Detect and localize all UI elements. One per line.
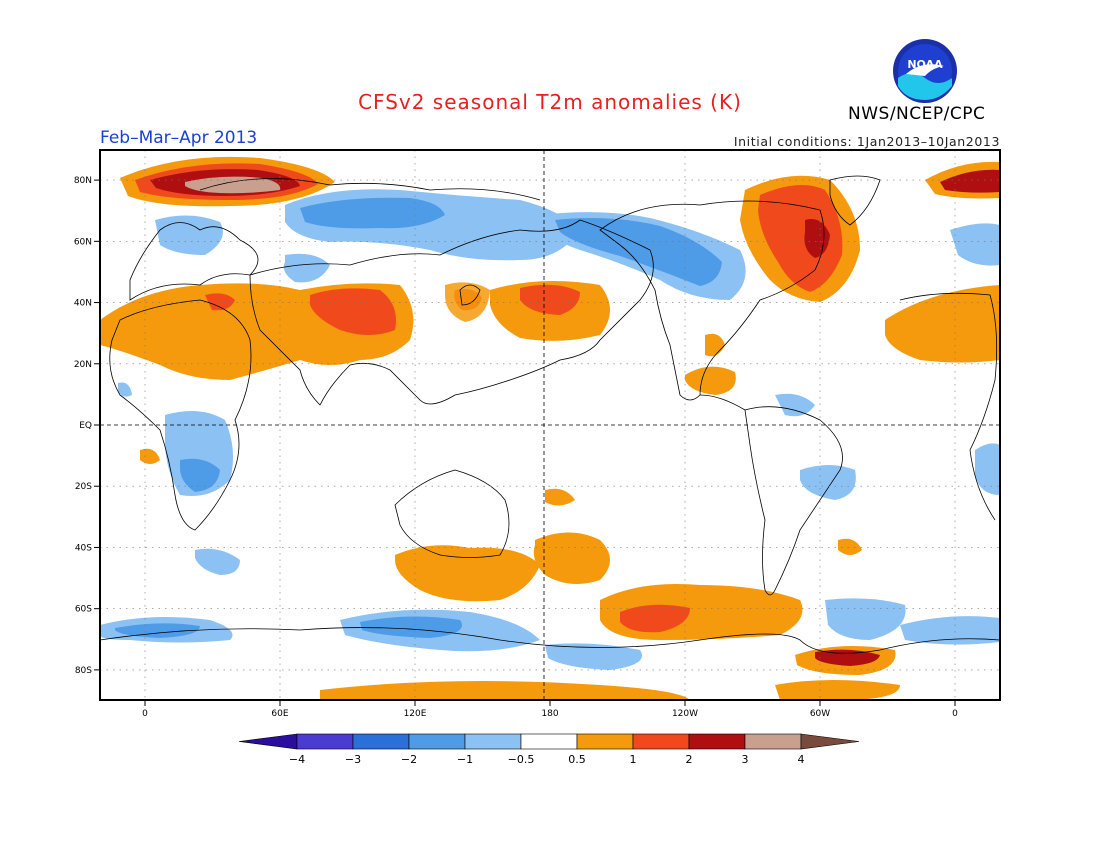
colorbar-swatch [408, 733, 466, 750]
colorbar-swatch [464, 733, 522, 750]
lat-tick-label: 60N [74, 237, 92, 247]
colorbar-swatch [744, 733, 802, 750]
southern-warm-anomaly [140, 448, 862, 640]
lat-tick-label: 20N [74, 360, 92, 370]
lat-tick-label: 80S [75, 666, 92, 676]
colorbar: −4 −3 −2 −1 −0.5 0.5 1 2 3 4 [238, 733, 860, 766]
lon-tick-label: 180 [541, 709, 558, 719]
lon-tick-label: 60E [271, 709, 288, 719]
colorbar-label: −3 [345, 753, 361, 766]
lon-tick-label: 60W [810, 709, 830, 719]
colorbar-low-arrow [238, 733, 298, 750]
lon-tick-label: 120W [672, 709, 698, 719]
longitude-axis: 0 60E 120E 180 120W 60W 0 [142, 700, 958, 719]
colorbar-label: 4 [798, 753, 805, 766]
colorbar-swatch [296, 733, 354, 750]
colorbar-label: 0.5 [568, 753, 586, 766]
colorbar-swatch [576, 733, 634, 750]
colorbar-swatch [352, 733, 410, 750]
africa-cold-anomaly [118, 382, 1000, 575]
asia-cold-anomaly [155, 189, 1000, 300]
initial-conditions-label: Initial conditions: 1Jan2013–10Jan2013 [733, 134, 1000, 149]
latitude-axis: 80N 60N 40N 20N EQ 20S 40S 60S 80S [74, 176, 100, 676]
antarctic-cold-anomaly [100, 598, 1000, 670]
colorbar-label: 2 [686, 753, 693, 766]
organization-label: NWS/NCEP/CPC [848, 104, 986, 124]
colorbar-label: 1 [630, 753, 637, 766]
svg-text:NOAA: NOAA [907, 58, 943, 71]
colorbar-swatch [632, 733, 690, 750]
colorbar-label: −1 [457, 753, 473, 766]
colorbar-label: −4 [289, 753, 305, 766]
colorbar-swatch [520, 733, 578, 750]
lat-tick-label: 20S [75, 482, 92, 492]
colorbar-label: −0.5 [508, 753, 535, 766]
lat-tick-label: EQ [79, 421, 92, 431]
colorbar-label: −2 [401, 753, 417, 766]
lat-tick-label: 40N [74, 299, 92, 309]
colorbar-high-arrow [800, 733, 860, 750]
lat-tick-label: 60S [75, 605, 92, 615]
season-label: Feb–Mar–Apr 2013 [100, 128, 258, 148]
lat-tick-label: 40S [75, 543, 92, 553]
lon-tick-label: 0 [952, 709, 958, 719]
lat-tick-label: 80N [74, 176, 92, 186]
lon-tick-label: 120E [404, 709, 427, 719]
colorbar-label: 3 [742, 753, 749, 766]
arctic-warm-anomaly [120, 156, 335, 207]
map-title: CFSv2 seasonal T2m anomalies (K) [358, 90, 742, 114]
grid [100, 150, 1000, 700]
colorbar-swatch [688, 733, 746, 750]
noaa-logo-icon: NOAA [893, 39, 957, 103]
coastlines [100, 175, 1000, 654]
midlat-warm-anomaly [100, 281, 1000, 395]
lon-tick-label: 0 [142, 709, 148, 719]
